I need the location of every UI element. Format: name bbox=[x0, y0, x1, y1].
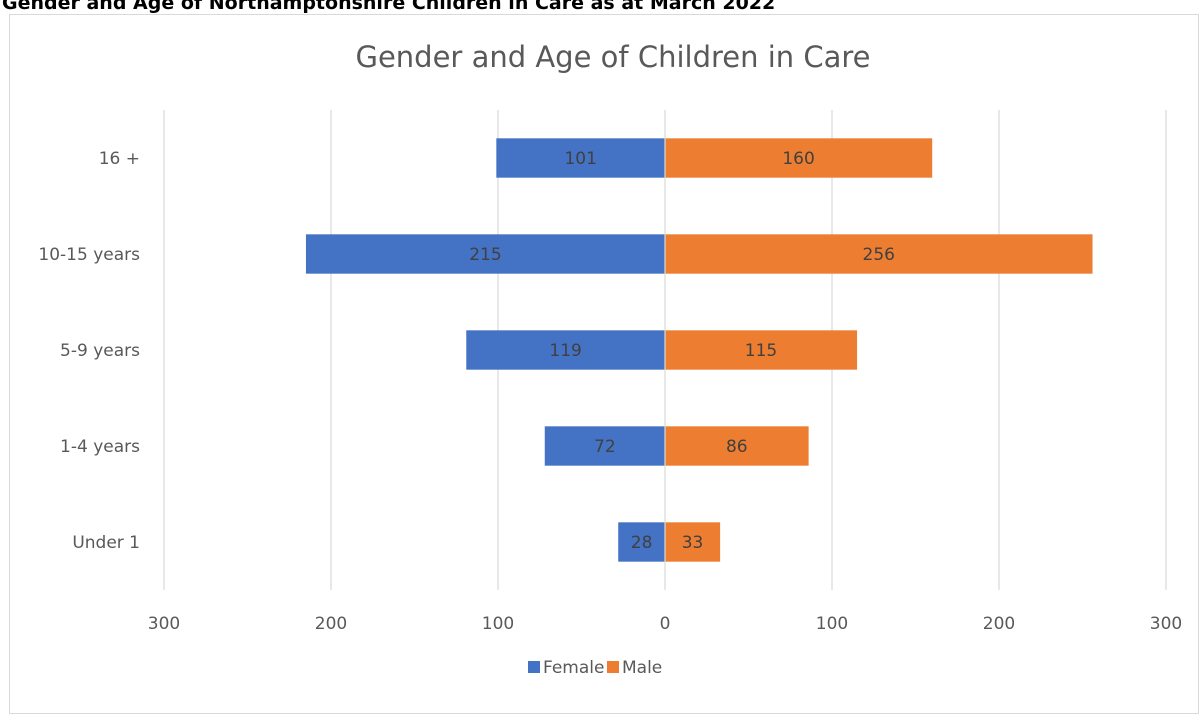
x-tick-label: 100 bbox=[816, 614, 848, 634]
x-tick-label: 200 bbox=[983, 614, 1015, 634]
female-bar bbox=[618, 522, 665, 562]
male-data-label: 86 bbox=[726, 437, 748, 457]
legend: Female Male bbox=[528, 658, 662, 678]
female-data-label: 215 bbox=[469, 245, 501, 265]
male-legend-label: Male bbox=[622, 658, 662, 678]
female-data-label: 28 bbox=[631, 533, 653, 553]
category-label: 10-15 years bbox=[38, 245, 140, 265]
male-data-label: 33 bbox=[682, 533, 704, 553]
male-data-label: 115 bbox=[745, 341, 777, 361]
x-tick-label: 100 bbox=[482, 614, 514, 634]
chart-title: Gender and Age of Children in Care bbox=[355, 40, 870, 74]
male-legend-swatch bbox=[607, 661, 619, 673]
male-bar bbox=[665, 234, 1093, 274]
x-tick-label: 300 bbox=[1150, 614, 1182, 634]
male-data-label: 160 bbox=[782, 149, 814, 169]
x-tick-labels: 300 200 100 0 100 200 300 bbox=[148, 614, 1182, 634]
category-label: 5-9 years bbox=[60, 341, 140, 361]
female-legend-swatch bbox=[528, 661, 540, 673]
female-bar bbox=[305, 234, 665, 274]
x-tick-label: 0 bbox=[660, 614, 671, 634]
female-data-label: 72 bbox=[594, 437, 616, 457]
category-labels: 16 + 10-15 years 5-9 years 1-4 years Under 1 bbox=[38, 149, 140, 553]
female-bar bbox=[544, 426, 665, 466]
bars bbox=[305, 138, 1093, 562]
female-data-label: 119 bbox=[549, 341, 581, 361]
female-legend-label: Female bbox=[543, 658, 604, 678]
male-bar bbox=[665, 330, 858, 370]
page-heading: Gender and Age of Northamptonshire Child… bbox=[2, 0, 776, 14]
male-data-label: 256 bbox=[863, 245, 895, 265]
female-bar bbox=[466, 330, 665, 370]
category-label: 16 + bbox=[99, 149, 140, 169]
male-bar bbox=[665, 522, 721, 562]
x-tick-label: 300 bbox=[148, 614, 180, 634]
category-label: Under 1 bbox=[72, 533, 140, 553]
male-bar bbox=[665, 426, 809, 466]
male-bar bbox=[665, 138, 933, 178]
female-bar bbox=[496, 138, 665, 178]
x-tick-label: 200 bbox=[315, 614, 347, 634]
data-labels: 101 160 215 256 119 115 72 86 28 33 bbox=[469, 149, 895, 553]
category-label: 1-4 years bbox=[60, 437, 140, 457]
female-data-label: 101 bbox=[564, 149, 596, 169]
